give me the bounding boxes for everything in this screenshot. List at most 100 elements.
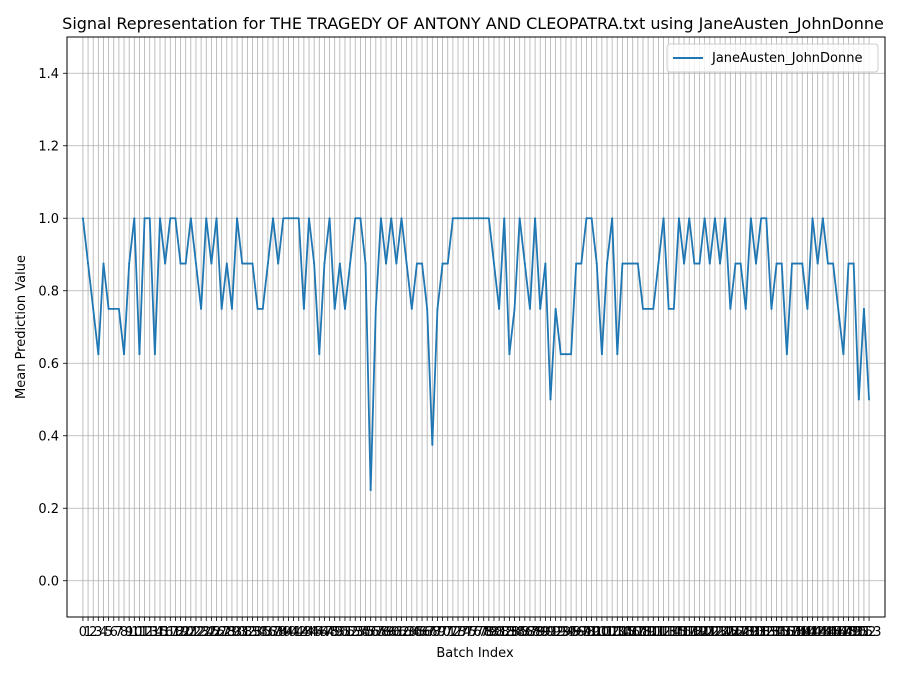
x-tick-label: 31 — [234, 625, 251, 640]
series-line — [82, 217, 870, 492]
x-tick-label: 83 — [501, 625, 518, 640]
data-point — [338, 262, 341, 265]
series-segment — [236, 217, 244, 265]
x-tick-label: 59 — [378, 625, 395, 640]
series-segment — [595, 262, 603, 356]
data-point — [734, 262, 737, 265]
grid — [67, 37, 885, 617]
data-point — [189, 217, 192, 220]
x-tick-label: 132 — [749, 625, 774, 640]
data-point — [549, 398, 552, 401]
series-segment — [426, 307, 434, 446]
series-segment — [765, 217, 773, 310]
series-segment — [657, 217, 665, 265]
data-point — [148, 217, 151, 220]
data-point — [523, 262, 526, 265]
series-segment — [446, 217, 454, 265]
data-point — [678, 217, 680, 220]
data-point — [744, 307, 747, 310]
y-axis-ticks: 0.0 0.2 0.4 0.6 0.8 1.0 1.2 1.4 — [38, 67, 67, 589]
data-point — [600, 353, 603, 356]
y-tick-label: 0.4 — [38, 429, 59, 444]
data-point — [400, 217, 403, 220]
data-point — [621, 262, 624, 265]
x-tick-label: 105 — [610, 625, 635, 640]
y-tick-label: 0.0 — [38, 574, 59, 589]
x-tick-label: 99 — [583, 625, 600, 640]
x-tick-label: 125 — [713, 625, 738, 640]
data-point — [580, 262, 583, 265]
data-point — [87, 262, 89, 265]
x-tick-label: 70 — [434, 625, 451, 640]
data-point — [462, 217, 465, 220]
series-segment — [487, 217, 495, 265]
x-tick-label: 61 — [388, 625, 405, 640]
x-tick-label: 56 — [362, 625, 379, 640]
x-tick-label: 143 — [805, 625, 830, 640]
x-tick-label: 22 — [188, 625, 205, 640]
x-tick-label: 123 — [703, 625, 728, 640]
series-segment — [611, 217, 619, 356]
x-tick-label: 151 — [846, 625, 871, 640]
x-tick-label: 35 — [254, 625, 271, 640]
series-segment — [523, 262, 531, 310]
data-point — [138, 353, 141, 356]
y-tick-label: 1.0 — [38, 212, 59, 227]
x-tick-label: 21 — [183, 625, 200, 640]
x-tick-label: 85 — [511, 625, 528, 640]
data-point — [359, 217, 362, 220]
series-segment — [688, 217, 696, 265]
data-point — [215, 217, 218, 220]
data-point — [544, 262, 547, 265]
data-point — [482, 217, 485, 220]
series-segment — [431, 307, 439, 446]
data-point — [780, 262, 783, 265]
x-tick-label: 145 — [816, 625, 841, 640]
x-tick-label: 84 — [506, 625, 523, 640]
series-segment — [200, 217, 208, 310]
series-segment — [518, 217, 526, 265]
x-tick-label: 1 — [84, 625, 92, 640]
series-segment — [148, 217, 156, 356]
data-point — [847, 262, 850, 265]
data-point — [426, 307, 429, 310]
series-segment — [662, 217, 670, 310]
x-tick-label: 63 — [398, 625, 415, 640]
series-segment — [385, 217, 393, 265]
x-tick-label: 68 — [424, 625, 441, 640]
x-tick-label: 38 — [270, 625, 287, 640]
series-segment — [164, 217, 172, 265]
x-tick-label: 18 — [167, 625, 184, 640]
data-point — [323, 262, 326, 265]
x-tick-label: 80 — [486, 625, 503, 640]
data-point — [508, 353, 511, 356]
x-tick-label: 30 — [229, 625, 246, 640]
series-segment — [554, 307, 562, 356]
x-tick-label: 72 — [445, 625, 462, 640]
data-point — [369, 489, 372, 492]
data-point — [503, 217, 506, 220]
data-point — [195, 262, 197, 265]
series-segment — [698, 217, 706, 265]
data-point — [863, 307, 865, 310]
series-segment — [364, 262, 372, 492]
data-point — [225, 262, 228, 265]
series-segment — [714, 217, 721, 265]
series-segment — [508, 307, 516, 356]
series-segment — [390, 217, 398, 265]
x-tick-label: 37 — [265, 625, 282, 640]
x-tick-label: 44 — [301, 625, 318, 640]
data-point — [590, 217, 593, 220]
data-point — [657, 262, 660, 265]
series-segment — [87, 262, 95, 310]
data-point — [529, 307, 531, 310]
data-point — [570, 353, 572, 356]
x-tick-label: 124 — [708, 625, 733, 640]
x-tick-label: 109 — [631, 625, 656, 640]
x-tick-label: 28 — [219, 625, 236, 640]
series-segment — [261, 262, 269, 310]
series-segment — [842, 262, 850, 356]
x-tick-label: 17 — [162, 625, 179, 640]
data-point — [708, 262, 711, 265]
legend-label: JaneAusten_JohnDonne — [711, 51, 862, 66]
